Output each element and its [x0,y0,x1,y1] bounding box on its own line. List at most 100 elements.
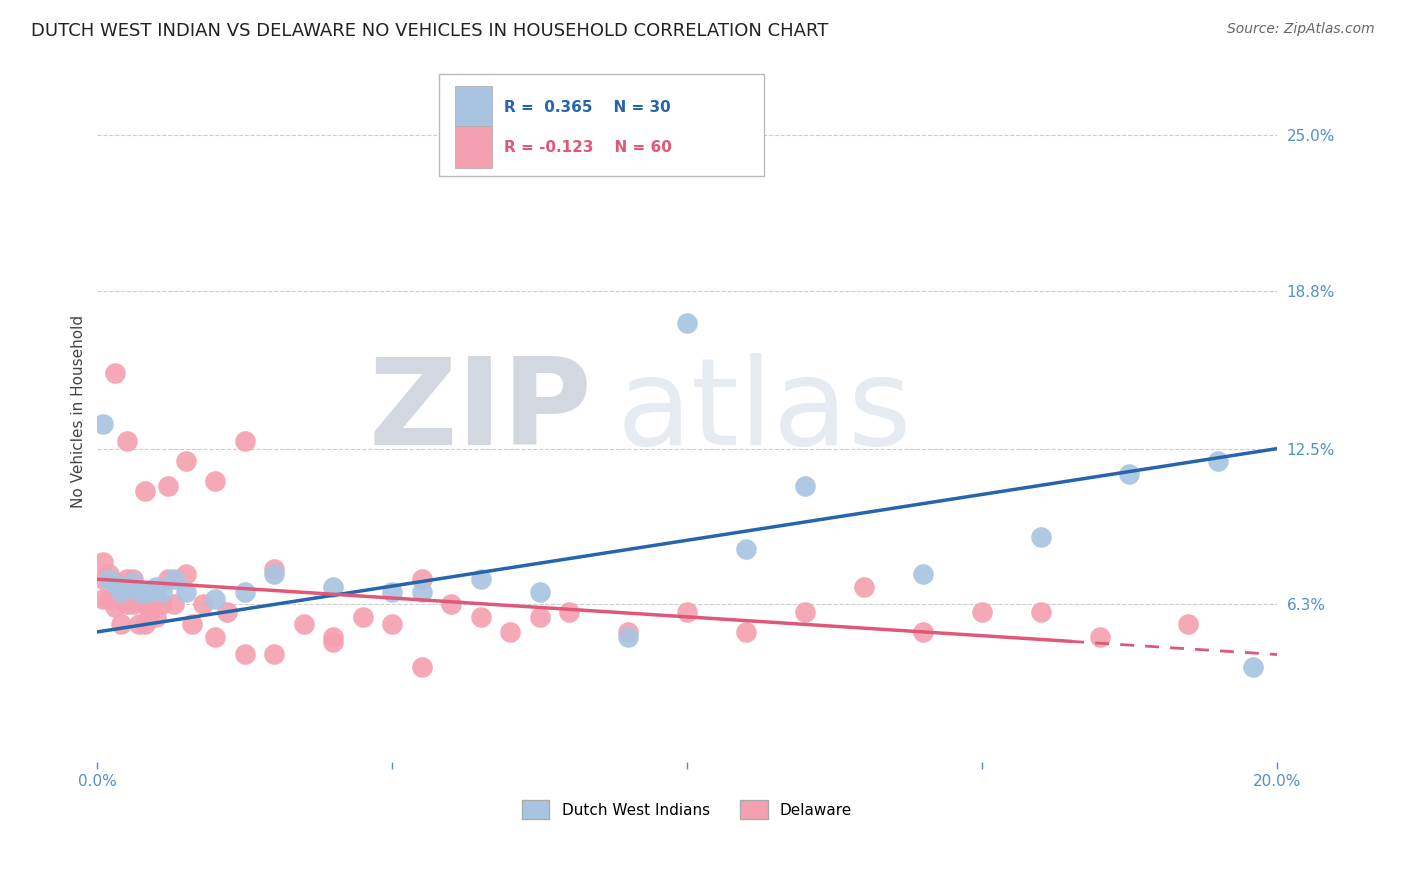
Point [676,605,699,619]
Point [852,580,875,594]
Text: R = -0.123    N = 60: R = -0.123 N = 60 [505,140,672,154]
Point [322,580,344,594]
Point [558,605,581,619]
Text: ZIP: ZIP [368,352,593,469]
Point [1029,529,1052,543]
Point [98,567,121,582]
Point [150,584,173,599]
Point [139,584,162,599]
Point [98,572,121,586]
Point [911,567,934,582]
Point [145,610,167,624]
FancyBboxPatch shape [454,87,492,128]
Point [1206,454,1229,468]
Point [150,597,173,611]
Point [110,584,132,599]
Point [470,572,492,586]
Point [121,572,143,586]
Point [233,648,256,662]
Point [174,454,197,468]
Point [529,610,551,624]
Point [411,572,433,586]
Point [115,572,138,586]
Point [157,572,180,586]
Point [134,584,156,599]
Point [381,617,404,632]
Point [121,574,143,589]
Point [91,592,114,607]
Point [263,567,285,582]
Point [440,597,463,611]
Point [145,580,167,594]
Point [617,630,640,644]
Point [128,584,150,599]
Text: Source: ZipAtlas.com: Source: ZipAtlas.com [1227,22,1375,37]
Point [121,597,143,611]
Point [263,648,285,662]
Point [911,624,934,639]
Point [970,605,993,619]
Point [104,367,127,381]
Point [134,617,156,632]
Point [381,584,404,599]
Point [115,580,138,594]
Point [110,617,132,632]
Point [163,572,186,586]
Point [529,584,551,599]
Point [322,630,344,644]
Point [180,617,202,632]
Point [233,584,256,599]
Point [735,624,758,639]
Point [217,605,239,619]
Text: R =  0.365    N = 30: R = 0.365 N = 30 [505,100,671,114]
Point [91,555,114,569]
Point [322,635,344,649]
Point [204,592,226,607]
Point [193,597,215,611]
Point [174,584,197,599]
Point [174,567,197,582]
Point [163,597,186,611]
Point [91,417,114,431]
Point [104,599,127,614]
Point [115,434,138,449]
Point [1088,630,1111,644]
FancyBboxPatch shape [454,127,492,168]
Point [233,434,256,449]
Point [134,597,156,611]
Point [157,479,180,493]
Text: atlas: atlas [616,352,912,469]
Point [91,572,114,586]
Point [676,316,699,330]
Point [470,610,492,624]
Point [411,660,433,674]
Point [134,484,156,499]
FancyBboxPatch shape [439,74,763,176]
Point [263,562,285,576]
Point [1241,660,1264,674]
Point [104,574,127,589]
Text: DUTCH WEST INDIAN VS DELAWARE NO VEHICLES IN HOUSEHOLD CORRELATION CHART: DUTCH WEST INDIAN VS DELAWARE NO VEHICLE… [31,22,828,40]
Point [499,624,522,639]
Point [128,617,150,632]
Point [204,630,226,644]
Point [110,592,132,607]
Point [1177,617,1199,632]
Y-axis label: No Vehicles in Household: No Vehicles in Household [72,315,86,508]
Point [1029,605,1052,619]
Point [352,610,374,624]
Point [139,605,162,619]
Point [735,542,758,557]
Legend: Dutch West Indians, Delaware: Dutch West Indians, Delaware [516,794,858,825]
Point [794,479,817,493]
Point [794,605,817,619]
Point [292,617,315,632]
Point [145,592,167,607]
Point [115,597,138,611]
Point [617,624,640,639]
Point [411,584,433,599]
Point [104,577,127,591]
Point [128,584,150,599]
Point [204,475,226,489]
Point [98,592,121,607]
